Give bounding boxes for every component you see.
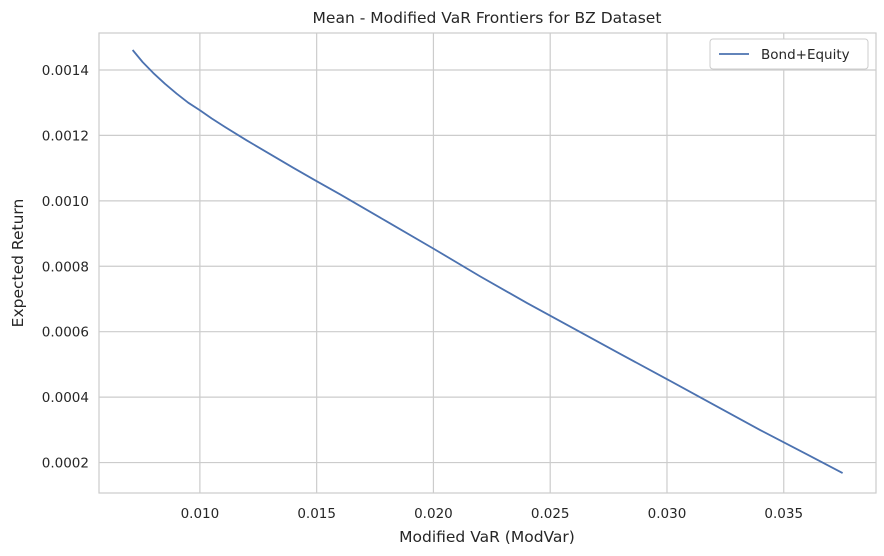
x-grid xyxy=(199,33,785,493)
series-group xyxy=(131,49,844,474)
y-tick-label: 0.0010 xyxy=(42,194,89,210)
legend-box xyxy=(709,38,869,70)
chart-title: Mean - Modified VaR Frontiers for BZ Dat… xyxy=(313,9,662,27)
y-tick-label: 0.0002 xyxy=(42,456,89,472)
x-axis-label: Modified VaR (ModVar) xyxy=(399,528,575,546)
x-tick-label: 0.030 xyxy=(648,506,687,522)
plot-area xyxy=(98,32,877,494)
y-tick-label: 0.0008 xyxy=(42,259,89,275)
y-tick-labels: 0.0002 0.0004 0.0006 0.0008 0.0010 0.0012 0.00… xyxy=(42,63,89,472)
y-tick-label: 0.0004 xyxy=(42,390,89,406)
x-tick-label: 0.025 xyxy=(531,506,570,522)
y-tick-label: 0.0006 xyxy=(42,325,89,341)
y-axis-label: Expected Return xyxy=(9,199,27,328)
legend-label-bond-equity: Bond+Equity xyxy=(761,47,850,63)
series-line-bond-equity xyxy=(131,49,844,474)
y-tick-label: 0.0014 xyxy=(42,63,89,79)
y-tick-label: 0.0012 xyxy=(42,128,89,144)
x-tick-labels: 0.010 0.015 0.020 0.025 0.030 0.035 xyxy=(181,506,804,522)
y-grid xyxy=(99,69,876,464)
x-tick-label: 0.035 xyxy=(764,506,803,522)
x-tick-label: 0.010 xyxy=(181,506,220,522)
x-tick-label: 0.020 xyxy=(414,506,453,522)
x-tick-label: 0.015 xyxy=(297,506,336,522)
legend: Bond+Equity xyxy=(709,38,869,70)
